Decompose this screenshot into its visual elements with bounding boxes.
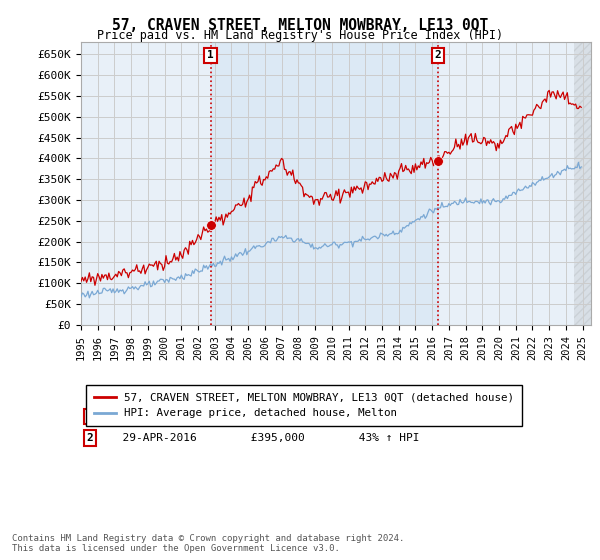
Text: Price paid vs. HM Land Registry's House Price Index (HPI): Price paid vs. HM Land Registry's House … [97, 29, 503, 42]
Text: Contains HM Land Registry data © Crown copyright and database right 2024.
This d: Contains HM Land Registry data © Crown c… [12, 534, 404, 553]
Text: 1: 1 [207, 50, 214, 60]
Text: 03-SEP-2002        £240,000        48% ↑ HPI: 03-SEP-2002 £240,000 48% ↑ HPI [109, 412, 419, 422]
Text: 2: 2 [434, 50, 441, 60]
Text: 57, CRAVEN STREET, MELTON MOWBRAY, LE13 0QT: 57, CRAVEN STREET, MELTON MOWBRAY, LE13 … [112, 18, 488, 33]
Text: 1: 1 [87, 412, 94, 422]
Bar [574, 42, 591, 325]
Text: 29-APR-2016        £395,000        43% ↑ HPI: 29-APR-2016 £395,000 43% ↑ HPI [109, 433, 419, 443]
Legend: 57, CRAVEN STREET, MELTON MOWBRAY, LE13 0QT (detached house), HPI: Average price: 57, CRAVEN STREET, MELTON MOWBRAY, LE13 … [86, 385, 522, 426]
Text: 2: 2 [87, 433, 94, 443]
Bar [211, 42, 437, 325]
